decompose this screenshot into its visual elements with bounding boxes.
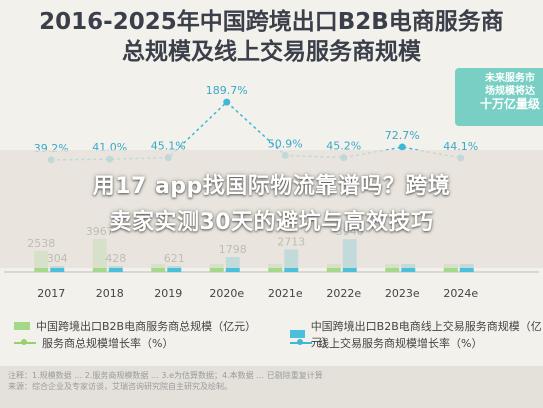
x-tick-label: 2019 xyxy=(154,287,182,300)
overlay-headline-line2: 卖家实测30天的避坑与高效技巧 xyxy=(109,210,434,235)
bar-total xyxy=(326,264,341,272)
legend-swatch-total xyxy=(14,322,30,330)
x-tick-label: 2024e xyxy=(443,287,478,300)
legend-label-online-growth: 线上交易服务商规模增长率（%） xyxy=(318,337,483,350)
legend-item-online-growth: 线上交易服务商规模增长率（%） xyxy=(290,335,482,351)
legend-swatch-total-growth xyxy=(14,339,36,345)
bar-total xyxy=(443,264,458,272)
badge-line3: 十万亿量级 xyxy=(479,97,540,111)
bar-total xyxy=(151,264,166,272)
legend-item-online: 中国跨境出口B2B电商线上交易服务商规模（亿元） xyxy=(290,318,543,350)
legend-swatch-online xyxy=(290,330,305,338)
chart-title-line2: 总规模及线上交易服务商规模 xyxy=(122,39,421,65)
x-tick-label: 2022e xyxy=(326,287,361,300)
overlay-band xyxy=(0,150,543,268)
source-note-line2: 来源：综合企业及专家访谈，艾瑞咨询研究院自主研究及绘制。 xyxy=(8,382,232,391)
x-tick-label: 2023e xyxy=(385,287,420,300)
source-note-line1: 注释：1.规模数据 … 2.服务商规模数据 … 3.e为估算数据；4.本数据 …… xyxy=(8,371,323,380)
x-tick-label: 2017 xyxy=(37,287,65,300)
legend-swatch-online-growth xyxy=(290,339,312,345)
forecast-badge: 未来服务市 场规模将达 十万亿量级 xyxy=(455,68,543,126)
legend-item-total-growth: 服务商总规模增长率（%） xyxy=(14,335,173,351)
bar-online xyxy=(50,266,65,272)
growth-label: 72.7% xyxy=(385,129,420,142)
bar-online xyxy=(108,266,123,272)
bar-total xyxy=(268,264,283,272)
bar-online xyxy=(459,264,474,272)
overlay-headline-line1: 用17 app找国际物流靠谱吗？跨境 xyxy=(92,174,451,199)
growth-label: 50.9% xyxy=(268,137,303,150)
x-tick-label: 2018 xyxy=(96,287,124,300)
growth-label: 44.1% xyxy=(443,140,478,153)
growth-label: 189.7% xyxy=(206,84,248,97)
x-tick-label: 2021e xyxy=(268,287,303,300)
badge-line2: 场规模将达 xyxy=(485,86,535,97)
legend-label-total-growth: 服务商总规模增长率（%） xyxy=(42,337,174,350)
legend-item-total: 中国跨境出口B2B电商服务商总规模（亿元） xyxy=(14,318,256,334)
bar-online xyxy=(401,264,416,272)
growth-label: 45.2% xyxy=(326,140,361,153)
bar-total xyxy=(209,264,224,272)
bar-total xyxy=(385,264,400,272)
legend-label-total: 中国跨境出口B2B电商服务商总规模（亿元） xyxy=(36,320,257,333)
growth-point xyxy=(223,98,231,106)
bar-online xyxy=(167,266,182,272)
chart-title-line1: 2016-2025年中国跨境出口B2B电商服务商 xyxy=(39,9,504,35)
badge-line1: 未来服务市 xyxy=(485,73,535,84)
growth-label: 45.1% xyxy=(151,140,186,153)
growth-point xyxy=(398,143,406,151)
x-tick-label: 2020e xyxy=(209,287,244,300)
legend-label-online: 中国跨境出口B2B电商线上交易服务商规模（亿元） xyxy=(310,320,542,349)
source-notes: 注释：1.规模数据 … 2.服务商规模数据 … 3.e为估算数据；4.本数据 …… xyxy=(0,366,543,408)
